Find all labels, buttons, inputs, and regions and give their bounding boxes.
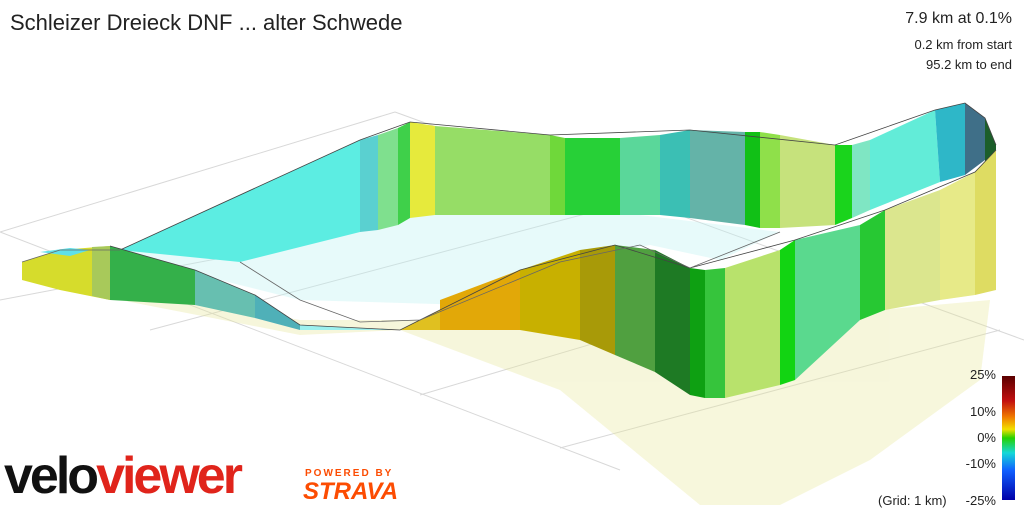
route-title: Schleizer Dreieck DNF ... alter Schwede [10, 10, 403, 35]
powered-by-label: POWERED BY [305, 468, 394, 479]
distance-from-start: 0.2 km from start [914, 37, 1012, 52]
route-front-wall [109, 149, 997, 398]
gradient-colorbar [1002, 376, 1015, 500]
legend-label-0: 0% [977, 430, 996, 445]
distance-to-end: 95.2 km to end [926, 57, 1012, 72]
strava-logo[interactable]: STRAVA [303, 478, 399, 505]
position-stats: 7.9 km at 0.1% 0.2 km from start 95.2 km… [905, 10, 1012, 75]
legend-label-minus-25: -25% [965, 493, 996, 508]
legend-label-minus-10: -10% [965, 456, 996, 471]
route-inner-edge [21, 231, 781, 323]
grid-scale-note: (Grid: 1 km) [878, 493, 947, 508]
legend-label-25: 25% [969, 367, 996, 382]
logo-viewer: viewer [96, 447, 243, 505]
position-readout: 7.9 km at 0.1% [905, 10, 1012, 27]
veloviewer-logo[interactable]: veloviewer [4, 446, 243, 506]
route-back-wall [119, 102, 997, 262]
legend-label-10: 10% [969, 404, 996, 419]
logo-velo: velo [4, 447, 99, 505]
route-left-tip [22, 246, 110, 300]
